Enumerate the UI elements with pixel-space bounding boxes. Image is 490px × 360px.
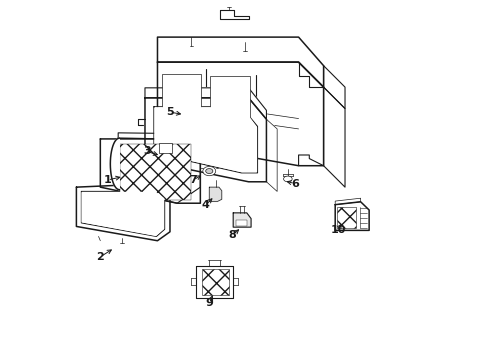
- Polygon shape: [145, 98, 267, 182]
- Bar: [162, 74, 201, 134]
- Polygon shape: [154, 107, 258, 173]
- Ellipse shape: [284, 176, 292, 182]
- Polygon shape: [100, 139, 200, 203]
- Polygon shape: [233, 213, 251, 227]
- Text: 5: 5: [166, 107, 174, 117]
- Bar: [337, 207, 356, 228]
- Polygon shape: [323, 87, 345, 187]
- Text: 3: 3: [143, 147, 150, 157]
- Polygon shape: [335, 198, 361, 204]
- Polygon shape: [145, 88, 267, 119]
- Polygon shape: [323, 66, 345, 109]
- Text: 9: 9: [205, 298, 213, 308]
- Polygon shape: [155, 108, 256, 172]
- Ellipse shape: [203, 166, 216, 176]
- Ellipse shape: [206, 168, 213, 174]
- Polygon shape: [267, 119, 277, 192]
- Bar: [236, 220, 247, 226]
- Text: 1: 1: [103, 175, 111, 185]
- Text: 2: 2: [97, 252, 104, 262]
- Text: 4: 4: [202, 200, 210, 210]
- Polygon shape: [118, 138, 200, 203]
- Text: 8: 8: [229, 230, 236, 240]
- Bar: [120, 144, 192, 201]
- Bar: [210, 76, 250, 137]
- Polygon shape: [335, 202, 369, 230]
- Polygon shape: [76, 184, 170, 241]
- Polygon shape: [220, 10, 248, 19]
- Text: 10: 10: [330, 225, 345, 235]
- Polygon shape: [118, 133, 177, 139]
- Polygon shape: [110, 138, 119, 190]
- Polygon shape: [157, 37, 323, 87]
- Polygon shape: [196, 266, 233, 298]
- Polygon shape: [157, 62, 323, 166]
- Polygon shape: [81, 192, 165, 237]
- Bar: [202, 269, 229, 295]
- Text: 7: 7: [189, 175, 197, 185]
- Bar: [159, 143, 172, 153]
- Polygon shape: [82, 193, 164, 235]
- Polygon shape: [209, 187, 222, 202]
- Text: 6: 6: [291, 179, 299, 189]
